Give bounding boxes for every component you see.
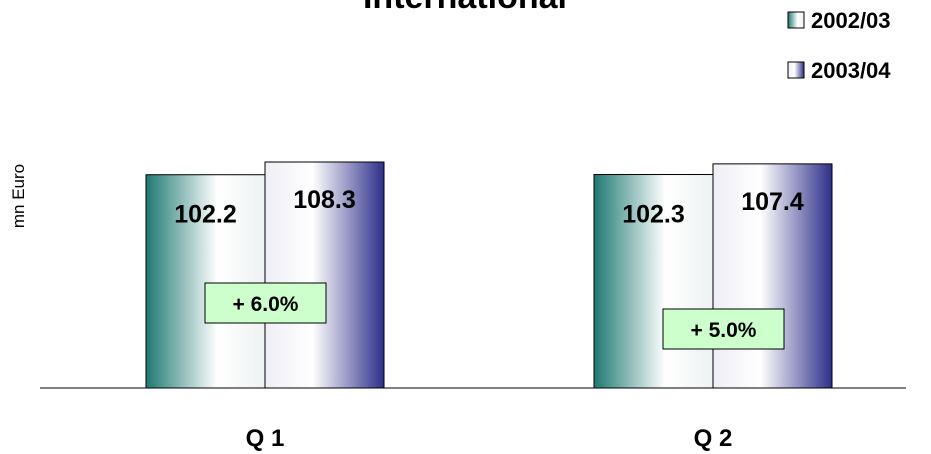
bars [145, 161, 833, 389]
legend: 2002/03 2003/04 [787, 8, 891, 83]
growth-annotation-text: + 6.0% [233, 293, 299, 316]
legend-label-2003-04: 2003/04 [811, 58, 891, 83]
legend-label-2002-03: 2002/03 [811, 8, 891, 33]
legend-item-2003-04: 2003/04 [787, 58, 891, 83]
growth-annotation-q-2: + 5.0% [662, 308, 785, 350]
data-label-q-1-2003-04: 108.3 [293, 186, 356, 214]
data-labels: 102.2 108.3 102.3 107.4 [174, 186, 804, 229]
legend-swatch-2002-03 [787, 11, 805, 29]
data-label-q-2-2003-04: 107.4 [741, 188, 804, 216]
x-tick-label-q2: Q 2 [694, 425, 733, 452]
legend-item-2002-03: 2002/03 [787, 8, 891, 33]
bar-q-2-2002-03 [593, 174, 714, 389]
bar-q-1-2003-04 [264, 161, 385, 389]
growth-annotations: + 6.0% + 5.0% [204, 282, 785, 350]
legend-swatch-2003-04 [787, 61, 805, 79]
chart-title: International [363, 0, 567, 16]
growth-annotation-box [662, 308, 785, 350]
growth-annotation-box [204, 282, 327, 324]
growth-annotation-q-1: + 6.0% [204, 282, 327, 324]
growth-annotation-text: + 5.0% [691, 319, 757, 342]
y-axis-label: mn Euro [9, 164, 28, 228]
data-label-q-2-2002-03: 102.3 [622, 201, 685, 229]
bar-q-2-2003-04 [712, 163, 833, 389]
x-tick-label-q1: Q 1 [246, 425, 285, 452]
data-label-q-1-2002-03: 102.2 [174, 201, 237, 229]
bar-q-1-2002-03 [145, 174, 266, 389]
